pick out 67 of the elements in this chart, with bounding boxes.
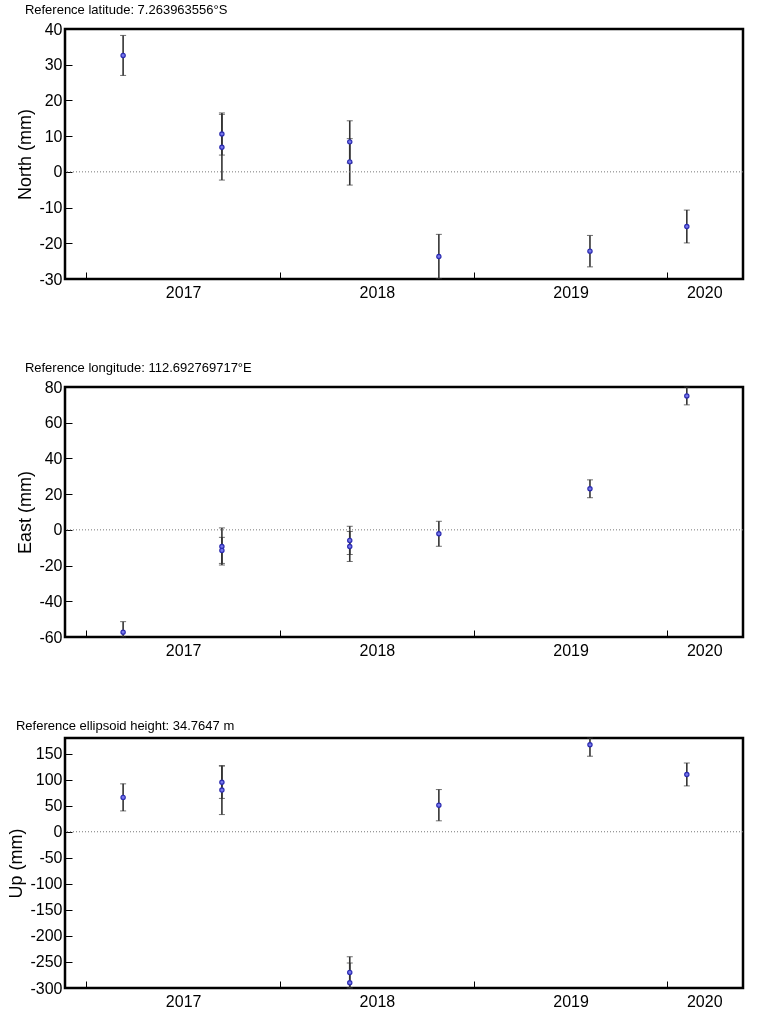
point: [587, 742, 593, 748]
y-tick-label: 150: [35, 745, 63, 763]
point: [347, 139, 353, 145]
chart-title: Reference latitude: 7.263963556°S: [24, 2, 228, 17]
point: [436, 253, 442, 260]
point: [587, 248, 593, 254]
y-tick-label: -20: [39, 557, 63, 575]
y-tick-label: 30: [44, 56, 63, 74]
point: [436, 531, 442, 537]
x-tick-label: 2020: [686, 641, 723, 659]
y-tick-label: 20: [44, 91, 63, 109]
point: [219, 547, 225, 554]
x-tick-label: 2019: [553, 283, 589, 301]
x-tick-label: 2020: [686, 283, 723, 301]
y-tick-label: 40: [44, 449, 63, 467]
y-tick-label: -150: [30, 901, 63, 919]
point: [347, 543, 353, 550]
y-axis-title: Up (mm): [6, 828, 27, 899]
y-tick-label: -60: [39, 628, 63, 646]
x-tick-label: 2018: [359, 283, 396, 301]
y-tick-label: 0: [53, 521, 63, 539]
point: [219, 131, 225, 137]
x-tick-label: 2019: [553, 641, 589, 659]
point: [219, 787, 225, 793]
point: [347, 969, 353, 976]
x-tick-label: 2020: [686, 992, 723, 1010]
y-tick-label: -30: [39, 270, 63, 288]
x-tick-label: 2018: [359, 992, 396, 1010]
point: [684, 393, 690, 399]
point: [120, 629, 126, 635]
y-tick-label: 40: [44, 20, 63, 38]
y-axis-title: North (mm): [15, 109, 36, 200]
x-tick-label: 2017: [165, 283, 202, 301]
chart-title: Reference longitude: 112.692769717°E: [24, 360, 253, 375]
point: [219, 543, 225, 550]
y-tick-label: -300: [30, 979, 63, 997]
y-tick-label: 100: [35, 771, 63, 789]
point: [436, 802, 442, 808]
x-tick-label: 2019: [553, 992, 589, 1010]
point: [120, 52, 126, 59]
point: [347, 980, 353, 986]
y-tick-label: -20: [39, 234, 63, 252]
point: [120, 794, 126, 801]
y-axis-title: East (mm): [15, 471, 36, 554]
point: [684, 771, 690, 778]
y-tick-label: 50: [44, 797, 63, 815]
y-tick-label: -100: [30, 875, 63, 893]
y-tick-label: -40: [39, 592, 63, 610]
point: [347, 537, 353, 544]
chart-title: Reference ellipsoid height: 34.7647 m: [15, 718, 235, 734]
y-tick-label: 0: [53, 163, 63, 181]
y-tick-label: 0: [53, 823, 63, 841]
y-tick-label: 60: [44, 414, 63, 432]
y-tick-label: -10: [39, 199, 63, 217]
x-tick-label: 2017: [165, 992, 202, 1010]
y-tick-label: -50: [39, 849, 63, 867]
point: [684, 223, 690, 230]
point: [219, 779, 225, 785]
x-tick-label: 2017: [165, 641, 202, 659]
y-tick-label: -200: [30, 927, 63, 945]
point: [587, 486, 593, 492]
y-tick-label: -250: [30, 953, 63, 971]
y-tick-label: 20: [44, 485, 63, 503]
y-tick-label: 80: [44, 378, 63, 396]
x-tick-label: 2018: [359, 641, 396, 659]
y-tick-label: 10: [44, 127, 63, 145]
point: [219, 144, 225, 150]
